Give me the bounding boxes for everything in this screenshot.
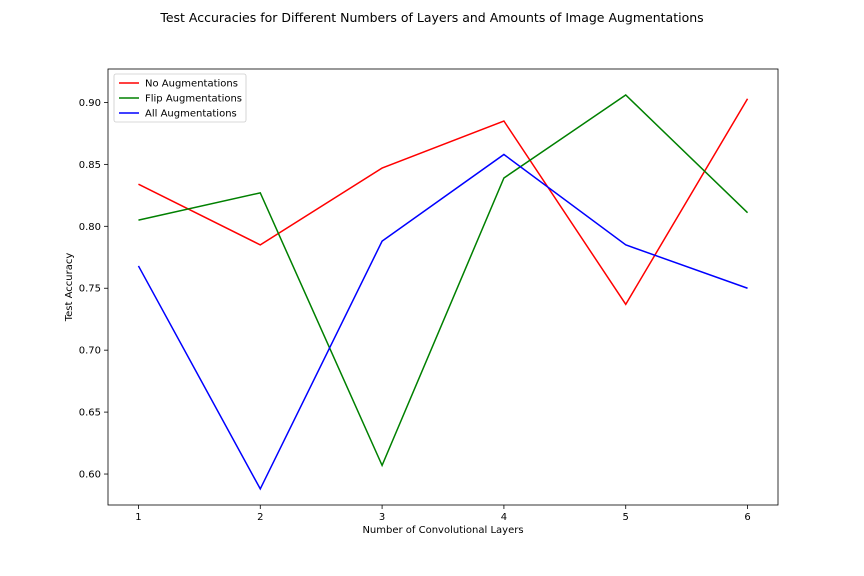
legend-box: [113, 73, 247, 123]
y-tick-label: 0.85: [79, 160, 101, 171]
x-tick-label: 2: [257, 512, 263, 523]
y-tick-label: 0.80: [79, 222, 101, 233]
x-axis: 1 2 3 4 5 6: [135, 505, 751, 523]
y-tick-label: 0.70: [79, 346, 101, 357]
series-line-no-augmentations: [138, 98, 749, 306]
x-tick-label: 6: [744, 512, 750, 523]
y-axis: 0.60 0.65 0.70 0.75 0.80 0.85 0.90: [79, 98, 108, 481]
series-lines: [137, 94, 749, 491]
legend: No Augmentations Flip Augmentations All Au…: [113, 73, 247, 123]
x-tick-label: 5: [623, 512, 629, 523]
series-line-flip-augmentations: [138, 94, 749, 468]
x-tick-label: 3: [379, 512, 385, 523]
y-tick-label: 0.90: [79, 98, 101, 109]
x-tick-label: 4: [501, 512, 507, 523]
chart-title: Test Accuracies for Different Numbers of…: [159, 10, 703, 25]
x-axis-label: Number of Convolutional Layers: [362, 525, 523, 536]
y-tick-label: 0.75: [79, 284, 101, 295]
y-tick-label: 0.65: [79, 408, 101, 419]
plot-area: [107, 68, 779, 506]
legend-entry: No Augmentations: [145, 79, 238, 90]
legend-entry: All Augmentations: [145, 109, 237, 120]
legend-entry: Flip Augmentations: [145, 94, 242, 105]
y-axis-label: Test Accuracy: [64, 253, 75, 323]
series-line-all-augmentations: [137, 153, 748, 491]
y-tick-label: 0.60: [79, 470, 101, 481]
x-tick-label: 1: [135, 512, 141, 523]
